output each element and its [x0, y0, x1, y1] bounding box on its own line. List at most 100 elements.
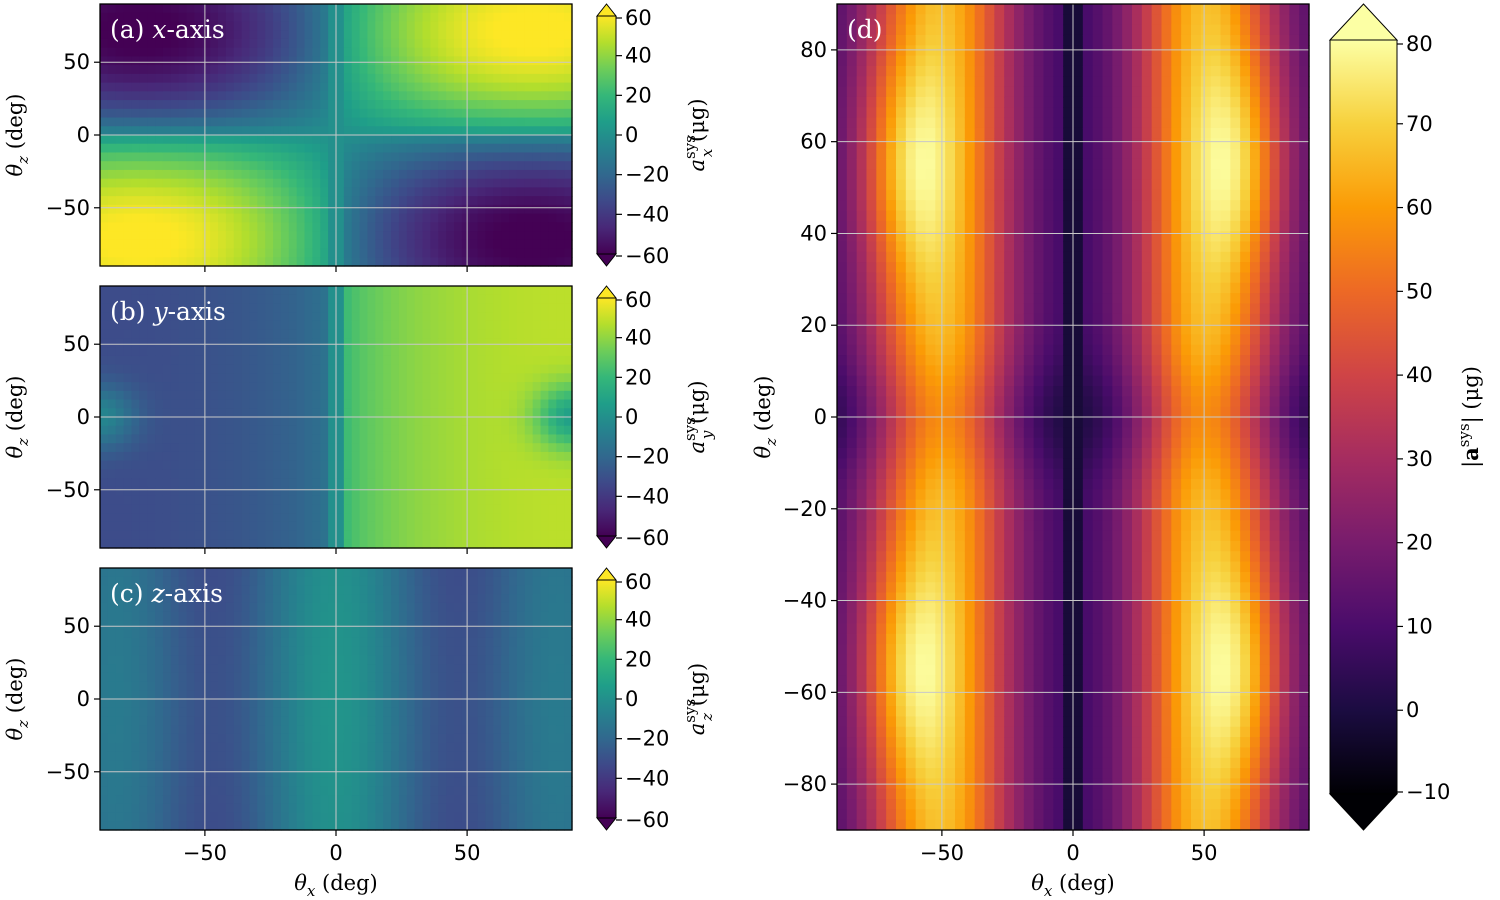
heatmap-cell — [170, 521, 180, 532]
heatmap-cell — [430, 100, 439, 110]
heatmap-cell — [501, 478, 510, 488]
heatmap-cell — [265, 681, 274, 691]
heatmap-cell — [454, 178, 463, 188]
heatmap-cell — [454, 65, 463, 75]
heatmap-cell — [398, 478, 408, 488]
heatmap-cell — [304, 795, 313, 805]
heatmap-cell — [296, 117, 306, 127]
heatmap-cell — [233, 196, 243, 206]
heatmap-cell — [312, 161, 321, 171]
heatmap-cell — [194, 169, 203, 180]
heatmap-cell — [406, 425, 416, 436]
heatmap-cell — [524, 408, 534, 418]
heatmap-cell — [320, 257, 329, 267]
heatmap-cell — [406, 478, 416, 488]
heatmap-cell — [194, 803, 203, 814]
heatmap-cell — [516, 38, 526, 49]
heatmap-cell — [100, 417, 109, 427]
heatmap-cell — [304, 594, 313, 604]
heatmap-cell — [304, 399, 313, 409]
heatmap-cell — [391, 38, 400, 49]
heatmap-cell — [414, 135, 424, 145]
heatmap-cell — [320, 169, 329, 180]
heatmap-cell — [210, 196, 219, 206]
heatmap-cell — [414, 434, 424, 444]
heatmap-cell — [509, 504, 518, 514]
heatmap-cell — [422, 143, 431, 154]
heatmap-cell — [202, 417, 211, 427]
heatmap-cell — [218, 486, 227, 497]
heatmap-cell — [249, 12, 258, 23]
heatmap-cell — [469, 521, 479, 532]
heatmap-cell — [398, 664, 408, 674]
heatmap-cell — [194, 611, 203, 621]
heatmap-cell — [564, 478, 573, 488]
heatmap-cell — [383, 161, 392, 171]
heatmap-cell — [351, 716, 361, 726]
heatmap-cell — [131, 655, 140, 665]
heatmap-cell — [288, 539, 298, 549]
heatmap-cell — [304, 751, 313, 761]
heatmap-cell — [430, 585, 439, 595]
heatmap-cell — [162, 382, 172, 392]
heatmap-cell — [233, 629, 243, 639]
heatmap-cell — [351, 161, 361, 171]
heatmap-cell — [556, 30, 565, 40]
heatmap-cell — [343, 82, 353, 92]
heatmap-cell — [461, 239, 471, 250]
heatmap-cell — [178, 169, 188, 180]
heatmap-cell — [414, 286, 424, 296]
heatmap-cell — [524, 4, 534, 14]
heatmap-cell — [155, 178, 164, 188]
heatmap-cell — [540, 56, 549, 66]
heatmap-cell — [485, 257, 494, 267]
heatmap-cell — [100, 56, 109, 66]
heatmap-cell — [493, 47, 502, 57]
heatmap-cell — [123, 286, 133, 296]
heatmap-cell — [454, 399, 463, 409]
heatmap-cell — [383, 521, 392, 532]
heatmap-cell — [107, 38, 117, 49]
heatmap-cell — [320, 30, 329, 40]
heatmap-cell — [414, 699, 424, 709]
heatmap-cell — [446, 56, 455, 66]
heatmap-cell — [100, 576, 109, 587]
heatmap-cell — [540, 382, 549, 392]
heatmap-cell — [241, 82, 251, 92]
heatmap-cell — [210, 777, 219, 787]
heatmap-cell — [312, 742, 321, 752]
heatmap-cell — [249, 257, 258, 267]
heatmap-cell — [100, 47, 109, 57]
heatmap-cell — [273, 196, 282, 206]
heatmap-cell — [265, 126, 274, 136]
heatmap-cell — [218, 399, 227, 409]
heatmap-cell — [257, 222, 266, 232]
heatmap-cell — [438, 161, 447, 171]
heatmap-cell — [123, 646, 133, 656]
heatmap-cell — [438, 443, 447, 453]
heatmap-cell — [406, 786, 416, 796]
heatmap-cell — [343, 469, 353, 479]
heatmap-cell — [312, 213, 321, 223]
heatmap-cell — [225, 655, 235, 665]
heatmap-cell — [178, 100, 188, 110]
heatmap-cell — [398, 568, 408, 578]
heatmap-cell — [249, 126, 258, 136]
heatmap-cell — [398, 681, 408, 691]
heatmap-cell — [162, 135, 172, 145]
heatmap-cell — [446, 30, 455, 40]
heatmap-cell — [343, 434, 353, 444]
heatmap-cell — [170, 364, 180, 374]
heatmap-cell — [391, 399, 400, 409]
heatmap-cell — [359, 434, 369, 444]
heatmap-cell — [194, 257, 203, 267]
heatmap-cell — [210, 47, 219, 57]
heatmap-cell — [280, 637, 290, 648]
heatmap-cell — [225, 699, 235, 709]
heatmap-cell — [540, 469, 549, 479]
heatmap-cell — [359, 803, 369, 814]
heatmap-cell — [288, 213, 298, 223]
heatmap-cell — [312, 312, 321, 322]
heatmap-cell — [336, 390, 345, 401]
heatmap-cell — [532, 152, 542, 162]
